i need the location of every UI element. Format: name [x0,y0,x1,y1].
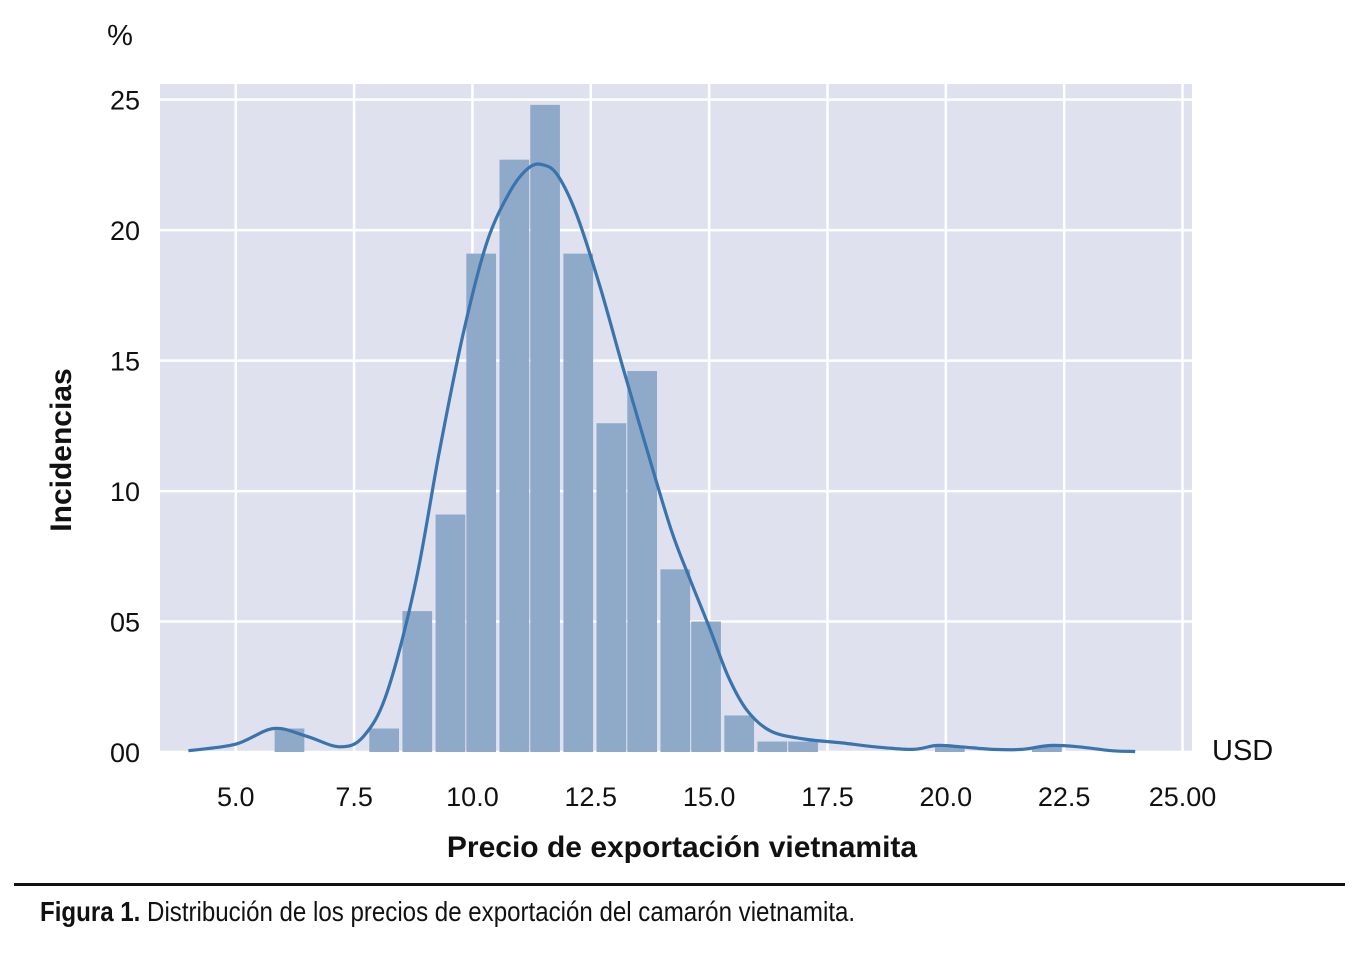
density-curve [188,162,1136,754]
y-tick-label: 15 [110,347,140,377]
caption-rule [14,883,1345,886]
x-tick-label: 20.0 [920,782,973,812]
histogram-bar [1032,746,1062,752]
x-axis-title: Precio de exportación vietnamita [447,831,917,864]
x-tick-label: 15.0 [683,782,736,812]
histogram-bar [563,253,594,752]
histogram-bar [499,159,530,752]
y-tick-label: 00 [110,738,140,768]
y-unit-label: % [107,20,133,52]
x-unit-label: USD [1212,735,1273,767]
histogram-bar [935,746,965,752]
x-tick-label: 25.00 [1149,782,1217,812]
histogram-bar [691,621,721,752]
x-tick-labels: 5.0 7.5 10.0 12.5 15.0 17.5 20.0 22.5 25.00 [217,782,1216,812]
histogram-bar [402,611,433,752]
y-tick-labels: 00 05 10 15 20 25 [110,86,140,768]
histogram-bar [530,104,560,752]
y-tick-label: 25 [110,86,140,116]
histogram-bar [724,715,755,752]
y-tick-label: 05 [110,608,140,638]
x-tick-label: 7.5 [335,782,373,812]
y-axis-title: Incidencias [45,368,78,531]
histogram-bar [466,253,497,752]
y-tick-label: 20 [110,216,140,246]
y-tick-label: 10 [110,477,140,507]
caption-text: Distribución de los precios de exportaci… [140,896,856,927]
histogram-bar [757,741,788,752]
histogram-chart: 00 05 10 15 20 25 5.0 7.5 10.0 12.5 15.0 17.5 20.0 2… [45,20,1273,864]
histogram-bar [788,741,818,752]
histogram-bar [435,514,466,752]
x-tick-label: 5.0 [217,782,255,812]
figure-caption: Figura 1. Distribución de los precios de… [40,896,855,928]
histogram-bars [274,104,1062,752]
caption-label: Figura 1. [40,896,141,927]
x-tick-label: 22.5 [1038,782,1091,812]
x-tick-label: 10.0 [446,782,499,812]
x-tick-label: 17.5 [801,782,854,812]
histogram-bar [369,728,400,752]
x-tick-label: 12.5 [565,782,618,812]
histogram-bar [660,569,691,752]
histogram-bar [596,423,627,752]
